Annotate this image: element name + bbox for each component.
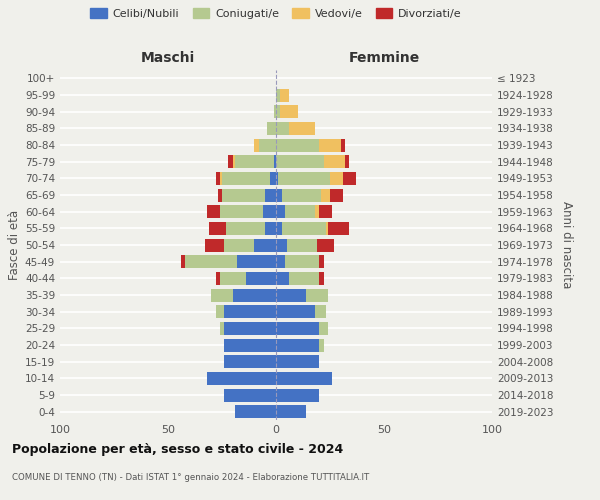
Bar [341,138,345,151]
Bar [246,272,276,285]
Bar [326,222,328,235]
Bar [322,188,330,202]
Bar [276,355,319,368]
Bar [215,172,220,185]
Bar [205,238,224,252]
Bar [276,305,315,318]
Y-axis label: Fasce di età: Fasce di età [8,210,21,280]
Bar [276,405,306,418]
Bar [254,138,259,151]
Bar [319,255,323,268]
Bar [220,205,263,218]
Bar [278,172,330,185]
Bar [265,188,276,202]
Bar [229,155,233,168]
Bar [224,322,276,335]
Bar [319,205,332,218]
Bar [224,388,276,402]
Bar [274,155,276,168]
Y-axis label: Anni di nascita: Anni di nascita [560,202,573,288]
Bar [233,155,235,168]
Bar [306,288,328,302]
Bar [276,255,284,268]
Bar [319,138,341,151]
Text: Maschi: Maschi [141,51,195,65]
Bar [330,172,343,185]
Bar [220,172,222,185]
Bar [185,255,237,268]
Bar [284,255,319,268]
Bar [224,305,276,318]
Bar [315,305,326,318]
Bar [237,255,276,268]
Bar [276,88,280,102]
Bar [222,172,269,185]
Bar [276,105,280,118]
Bar [276,155,323,168]
Bar [276,222,283,235]
Bar [289,122,315,135]
Bar [220,272,246,285]
Bar [276,238,287,252]
Bar [276,138,319,151]
Bar [274,105,276,118]
Bar [265,222,276,235]
Bar [224,238,254,252]
Bar [215,272,220,285]
Bar [276,272,289,285]
Bar [215,305,224,318]
Bar [328,222,349,235]
Bar [259,138,276,151]
Bar [276,338,319,351]
Bar [345,155,349,168]
Bar [209,222,226,235]
Bar [226,222,265,235]
Bar [181,255,185,268]
Bar [343,172,356,185]
Bar [220,322,224,335]
Bar [276,122,289,135]
Bar [218,188,222,202]
Bar [276,322,319,335]
Bar [276,288,306,302]
Bar [224,338,276,351]
Bar [207,372,276,385]
Bar [276,205,284,218]
Bar [319,338,323,351]
Bar [317,238,334,252]
Bar [233,288,276,302]
Bar [319,272,323,285]
Bar [254,238,276,252]
Bar [276,372,332,385]
Bar [283,188,322,202]
Bar [276,172,278,185]
Bar [289,272,319,285]
Bar [280,105,298,118]
Bar [287,238,317,252]
Bar [284,205,315,218]
Bar [207,205,220,218]
Bar [319,322,328,335]
Text: Femmine: Femmine [349,51,419,65]
Bar [280,88,289,102]
Text: COMUNE DI TENNO (TN) - Dati ISTAT 1° gennaio 2024 - Elaborazione TUTTITALIA.IT: COMUNE DI TENNO (TN) - Dati ISTAT 1° gen… [12,472,369,482]
Bar [222,188,265,202]
Bar [235,405,276,418]
Bar [276,388,319,402]
Bar [211,288,233,302]
Bar [268,122,276,135]
Bar [276,188,283,202]
Text: Popolazione per età, sesso e stato civile - 2024: Popolazione per età, sesso e stato civil… [12,442,343,456]
Bar [330,188,343,202]
Bar [323,155,345,168]
Bar [315,205,319,218]
Bar [224,355,276,368]
Bar [269,172,276,185]
Legend: Celibi/Nubili, Coniugati/e, Vedovi/e, Divorziati/e: Celibi/Nubili, Coniugati/e, Vedovi/e, Di… [91,8,461,19]
Bar [235,155,274,168]
Bar [263,205,276,218]
Bar [283,222,326,235]
